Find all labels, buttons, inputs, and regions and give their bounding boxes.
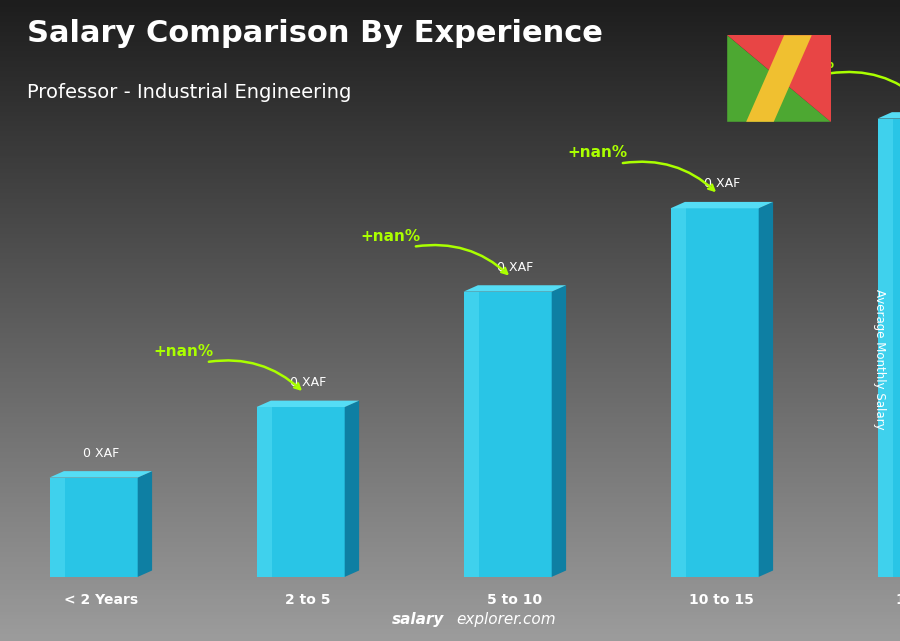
Polygon shape xyxy=(878,112,900,119)
Text: 2 to 5: 2 to 5 xyxy=(285,593,330,607)
Polygon shape xyxy=(464,285,566,292)
Polygon shape xyxy=(464,292,552,577)
Polygon shape xyxy=(878,119,900,577)
Polygon shape xyxy=(878,119,894,577)
Text: 5 to 10: 5 to 10 xyxy=(487,593,543,607)
Polygon shape xyxy=(50,478,138,577)
Polygon shape xyxy=(670,202,773,208)
Polygon shape xyxy=(727,35,831,122)
Text: < 2 Years: < 2 Years xyxy=(64,593,138,607)
Polygon shape xyxy=(746,35,812,122)
Text: 0 XAF: 0 XAF xyxy=(290,376,326,389)
Polygon shape xyxy=(345,401,359,577)
Polygon shape xyxy=(552,285,566,577)
Polygon shape xyxy=(256,407,345,577)
Polygon shape xyxy=(670,208,687,577)
Text: Professor - Industrial Engineering: Professor - Industrial Engineering xyxy=(27,83,351,103)
Text: +nan%: +nan% xyxy=(775,56,834,71)
Polygon shape xyxy=(727,35,831,122)
Text: +nan%: +nan% xyxy=(361,229,420,244)
Polygon shape xyxy=(759,202,773,577)
Text: +nan%: +nan% xyxy=(154,344,213,359)
Text: +nan%: +nan% xyxy=(568,146,627,160)
Text: 0 XAF: 0 XAF xyxy=(497,261,533,274)
Text: salary: salary xyxy=(392,612,444,627)
Text: 0 XAF: 0 XAF xyxy=(83,447,119,460)
Polygon shape xyxy=(464,292,480,577)
Text: 15 to 20: 15 to 20 xyxy=(896,593,900,607)
Text: explorer.com: explorer.com xyxy=(456,612,556,627)
Text: Average Monthly Salary: Average Monthly Salary xyxy=(873,288,886,429)
Polygon shape xyxy=(50,471,152,478)
Text: 10 to 15: 10 to 15 xyxy=(689,593,754,607)
Polygon shape xyxy=(256,407,273,577)
Polygon shape xyxy=(670,208,759,577)
Polygon shape xyxy=(138,471,152,577)
Polygon shape xyxy=(50,478,66,577)
Text: 0 XAF: 0 XAF xyxy=(704,178,740,190)
Text: Salary Comparison By Experience: Salary Comparison By Experience xyxy=(27,19,603,48)
Polygon shape xyxy=(256,401,359,407)
